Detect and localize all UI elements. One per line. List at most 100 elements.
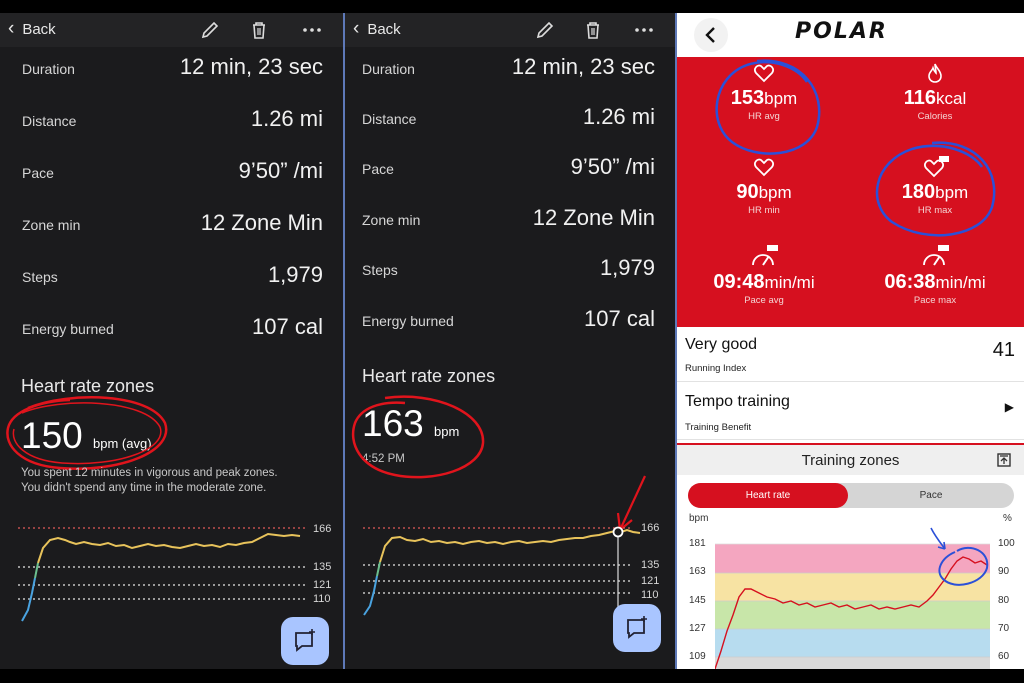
running-index-row: Very good Running Index 41 [677, 327, 1024, 382]
edit-icon[interactable] [534, 19, 556, 41]
hr-point-readout: 163 bpm [362, 403, 459, 445]
stat-label: Zone min [22, 217, 81, 233]
zones-toggle: Heart rate Pace [688, 483, 1014, 508]
y-right-tick: 80 [998, 595, 1010, 606]
app-bar: ‹ Back [0, 13, 343, 47]
training-benefit-row[interactable]: Tempo training Training Benefit ▶ [677, 382, 1024, 440]
zone-1-band [715, 657, 990, 669]
stat-label: Steps [362, 262, 398, 278]
hr-value: 163 [362, 403, 424, 444]
training-benefit-label: Training Benefit [685, 422, 752, 433]
zone-3-band [715, 601, 990, 629]
heart-icon [754, 158, 774, 177]
stat-value: 1,979 [599, 255, 655, 280]
stat-value: 116 [903, 87, 937, 109]
stat-value: 153 [730, 87, 765, 109]
training-zones-chart [715, 527, 990, 669]
stat-label: Duration [22, 61, 75, 77]
hr-chart [18, 527, 305, 622]
more-options-icon[interactable] [301, 19, 323, 41]
stat-value: 1.26 mi [250, 106, 323, 131]
hr-value: 150 [21, 415, 83, 456]
y-left-tick: 127 [689, 623, 706, 634]
share-fab[interactable] [281, 617, 329, 665]
training-benefit-title: Tempo training [685, 393, 790, 410]
edit-icon[interactable] [199, 19, 221, 41]
tab-heart-rate[interactable]: Heart rate [688, 483, 848, 508]
play-arrow-icon: ▶ [1004, 400, 1014, 414]
stat-value: 9’50” /mi [238, 158, 323, 183]
stat-hr-min: 90bpm HR min [689, 155, 839, 216]
y-right-tick: 60 [998, 651, 1010, 662]
add-comment-icon [627, 616, 647, 639]
hr-line-high [379, 528, 641, 563]
trash-icon[interactable] [248, 19, 270, 41]
stat-calories: 116kcal Calories [860, 61, 1010, 122]
flame-icon [928, 63, 942, 83]
stat-value: 107 cal [584, 306, 655, 331]
stat-value: 12 Zone Min [532, 205, 655, 230]
back-button[interactable]: ‹ Back [353, 19, 401, 39]
gauge-avg-icon [752, 245, 778, 266]
hr-line-mid [376, 561, 381, 577]
polar-logo: POLAR [795, 19, 888, 44]
hr-unit: bpm [434, 424, 460, 439]
training-zones-header: Training zones [677, 443, 1024, 475]
heart-max-icon [924, 156, 949, 178]
stat-label: Pace avg [744, 295, 784, 306]
red-circle-annotation [6, 396, 168, 470]
stat-row-distance: Distance 1.26 mi [362, 104, 655, 130]
y-left-tick: 181 [689, 538, 706, 549]
top-black-bar [0, 0, 1024, 13]
stat-value: 1.26 mi [582, 104, 655, 129]
hr-line-mid [34, 562, 39, 579]
stat-label: HR avg [748, 111, 780, 122]
training-zones-title: Training zones [801, 452, 900, 469]
heart-icon [754, 64, 774, 83]
stat-unit: kcal [936, 89, 967, 108]
stat-row-distance: Distance 1.26 mi [22, 106, 323, 132]
hr-line [715, 556, 988, 669]
stat-row-steps: Steps 1,979 [22, 262, 323, 288]
stat-value: 90 [736, 181, 759, 203]
chevron-left-icon: ‹ [8, 18, 15, 39]
chevron-left-icon [705, 27, 715, 43]
back-label: Back [367, 20, 401, 38]
stat-label: Pace [362, 161, 394, 177]
stat-unit: bpm [935, 183, 969, 202]
stat-value: 1,979 [267, 262, 323, 287]
stat-label: Duration [362, 61, 415, 77]
more-options-icon[interactable] [633, 19, 655, 41]
app-bar: ‹ Back [345, 13, 675, 47]
back-button[interactable]: ‹ Back [8, 19, 56, 39]
panel-divider [343, 13, 345, 669]
blue-circle-annotations [715, 59, 996, 237]
stat-label: HR max [917, 205, 953, 216]
running-index-title: Very good [685, 336, 758, 353]
time-label: 4:52 PM [362, 453, 405, 465]
y-left-axis-label: bpm [689, 513, 709, 524]
polar-panel: POLAR 153bpm HR avg 116kcal Calories 90b… [677, 13, 1024, 669]
running-index-label: Running Index [685, 363, 747, 374]
stat-row-duration: Duration 12 min, 23 sec [22, 54, 323, 80]
stat-row-steps: Steps 1,979 [362, 255, 655, 281]
chevron-left-icon: ‹ [353, 18, 360, 39]
trash-icon[interactable] [582, 19, 604, 41]
scrub-handle[interactable] [612, 526, 624, 538]
back-button[interactable] [694, 18, 728, 52]
stat-row-duration: Duration 12 min, 23 sec [362, 54, 655, 80]
export-icon[interactable] [996, 452, 1012, 468]
summary-line-2: You didn't spend any time in the moderat… [21, 482, 267, 494]
stat-label: Energy burned [362, 313, 454, 329]
tab-pace[interactable]: Pace [919, 490, 943, 501]
hr-line-low [363, 575, 378, 616]
tick-166: 166 [641, 522, 660, 534]
stat-value: 107 cal [252, 314, 323, 339]
stat-value: 06:38 [884, 271, 936, 293]
share-fab[interactable] [613, 604, 661, 652]
stat-label: Distance [22, 113, 77, 129]
y-left-tick: 109 [689, 651, 706, 662]
summary-text: You spent 12 minutes in vigorous and pea… [21, 466, 278, 496]
summary-stats-area: 153 bpm HR avg 116kcal Calories 90bpm HR … [677, 57, 1024, 327]
